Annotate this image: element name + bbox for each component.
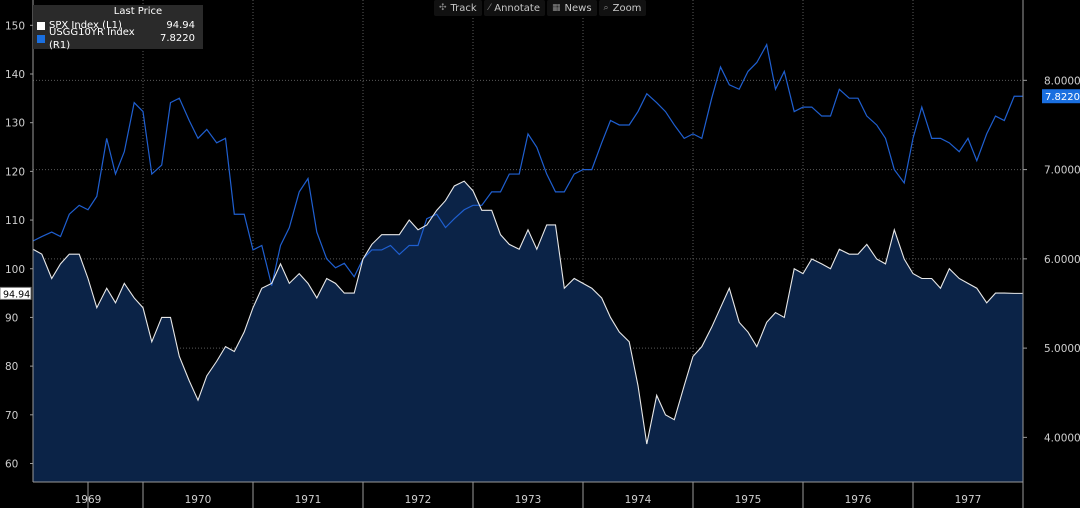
spx-last-tag-text: 94.94 [3, 289, 30, 300]
left-tick-label: 150 [5, 20, 25, 32]
x-tick-label: 1972 [405, 494, 432, 506]
right-tick-label: 7.0000 [1044, 165, 1080, 177]
left-tick-label: 140 [5, 69, 25, 81]
yield-last-tag-text: 7.8220 [1045, 92, 1080, 103]
x-tick-label: 1975 [735, 494, 762, 506]
annotate-button[interactable]: ⁄ Annotate [483, 0, 545, 16]
legend-row-spx[interactable]: SPX Index (L1) 94.94 [33, 19, 203, 32]
news-label: News [564, 2, 592, 14]
track-label: Track [450, 2, 477, 14]
legend-title: Last Price [113, 6, 163, 17]
x-tick-label: 1970 [185, 494, 212, 506]
annotate-label: Annotate [494, 2, 540, 14]
legend-name-spx: SPX Index (L1) [49, 20, 122, 31]
series-line-usgg10yr [32, 42, 1023, 286]
x-tick-label: 1973 [515, 494, 542, 506]
left-tick-label: 120 [5, 166, 25, 178]
legend-name-yield: USGG10YR Index (R1) [49, 26, 135, 51]
left-tick-label: 130 [5, 118, 25, 130]
right-tick-label: 6.0000 [1044, 254, 1080, 266]
legend-swatch-yield [37, 34, 45, 43]
legend-swatch-spx [37, 21, 45, 30]
yield-last-tag [1042, 89, 1080, 104]
crosshair-icon: ✣ [439, 3, 447, 13]
x-tick-label: 1974 [625, 494, 652, 506]
x-tick-label: 1971 [295, 494, 322, 506]
x-tick-label: 1977 [955, 494, 982, 506]
spx-area [33, 181, 1023, 482]
legend-value-spx: 94.94 [166, 20, 195, 31]
track-button[interactable]: ✣ Track [434, 0, 482, 16]
series-line-spx [32, 180, 1023, 445]
legend-value-yield: 7.8220 [160, 33, 195, 44]
series-lines [32, 42, 1023, 445]
left-tick-label: 110 [5, 215, 25, 227]
left-tick-label: 90 [5, 312, 18, 324]
chart-toolbar: ✣ Track ⁄ Annotate ▦ News ⌕ Zoom [434, 0, 647, 16]
pencil-icon: ⁄ [488, 3, 491, 13]
right-tick-label: 8.0000 [1044, 75, 1080, 87]
zoom-button[interactable]: ⌕ Zoom [598, 0, 647, 16]
legend: Last Price SPX Index (L1) 94.94 USGG10YR… [33, 5, 203, 51]
zoom-label: Zoom [612, 2, 642, 14]
x-tick-label: 1976 [845, 494, 872, 506]
legend-row-yield[interactable]: USGG10YR Index (R1) 7.8220 [33, 27, 203, 51]
spx-last-tag [0, 286, 32, 300]
news-icon: ▦ [552, 3, 561, 13]
news-button[interactable]: ▦ News [547, 0, 597, 16]
magnifier-icon: ⌕ [603, 3, 609, 13]
spx-area-fill [33, 181, 1023, 482]
left-tick-label: 100 [5, 264, 25, 276]
right-tick-label: 4.0000 [1044, 432, 1080, 444]
right-tick-label: 5.0000 [1044, 343, 1080, 355]
left-tick-label: 60 [5, 458, 18, 470]
left-tick-label: 70 [5, 410, 18, 422]
left-tick-label: 80 [5, 361, 18, 373]
